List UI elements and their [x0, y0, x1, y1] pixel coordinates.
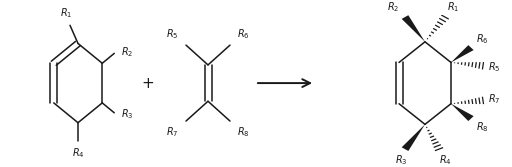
Text: $R_5$: $R_5$ [166, 27, 179, 41]
Text: $R_4$: $R_4$ [439, 153, 452, 167]
Text: $R_8$: $R_8$ [237, 125, 250, 139]
Text: $R_2$: $R_2$ [387, 0, 399, 14]
Text: $R_7$: $R_7$ [166, 125, 179, 139]
Text: $R_2$: $R_2$ [121, 45, 134, 59]
Text: $R_5$: $R_5$ [488, 60, 501, 74]
Text: $R_3$: $R_3$ [121, 108, 134, 121]
Text: $R_8$: $R_8$ [476, 120, 488, 134]
Text: $R_1$: $R_1$ [60, 6, 72, 20]
Text: $R_7$: $R_7$ [488, 92, 501, 106]
Polygon shape [451, 104, 474, 121]
Text: $R_1$: $R_1$ [447, 0, 459, 14]
Text: $R_6$: $R_6$ [476, 32, 488, 46]
Text: +: + [142, 76, 155, 91]
Text: $R_4$: $R_4$ [72, 147, 84, 160]
Text: $R_6$: $R_6$ [237, 27, 250, 41]
Polygon shape [402, 15, 425, 42]
Text: $R_3$: $R_3$ [395, 153, 407, 167]
Polygon shape [451, 45, 474, 62]
Polygon shape [402, 124, 425, 151]
